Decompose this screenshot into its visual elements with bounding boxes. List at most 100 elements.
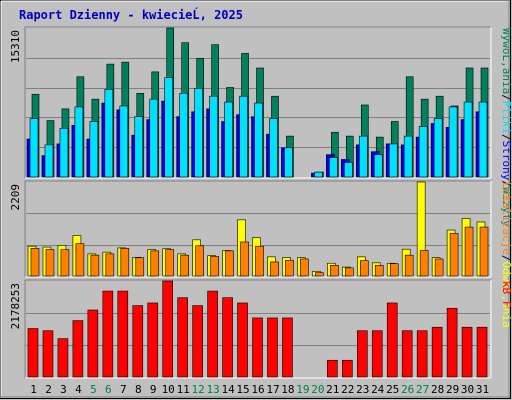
x-tick-label: 9 (150, 383, 157, 396)
kbf-bar (42, 330, 54, 378)
kbf-bar (27, 328, 39, 378)
locations-bar (210, 256, 219, 277)
legend-item: / (500, 94, 512, 101)
x-tick-label: 28 (431, 383, 444, 396)
x-tick-label: 14 (221, 383, 235, 396)
panel-2-ymax-label: 2209 (9, 184, 22, 211)
locations-bar (135, 257, 145, 277)
locations-bar (60, 249, 70, 277)
kbf-bar (102, 290, 114, 378)
kbf-bar (461, 326, 473, 378)
locations-bar (255, 245, 264, 277)
panel-2-legend: Lokalizacje/OdwoĹ‚ania (500, 182, 512, 328)
files-bar (164, 77, 174, 178)
legend-item: OdwoĹ‚ania (500, 261, 512, 327)
locations-bar (165, 249, 175, 277)
files-bar (329, 157, 338, 178)
chart-title: Raport Dzienny - kwiecieĹ‚ 2025 (19, 7, 243, 22)
kbf-bar (117, 290, 129, 378)
x-tick-label: 30 (461, 383, 474, 396)
x-tick-label: 20 (311, 383, 324, 396)
legend-item: / (500, 134, 512, 141)
x-tick-label: 15 (236, 383, 249, 396)
locations-bar (330, 265, 339, 277)
x-tick-label: 7 (120, 383, 127, 396)
files-bar (104, 89, 114, 178)
locations-bar (315, 272, 324, 277)
locations-bar (195, 245, 204, 277)
locations-bar (359, 260, 369, 277)
legend-item: Strony (500, 141, 512, 181)
locations-bar (75, 243, 85, 277)
x-tick-label: 11 (177, 383, 190, 396)
kbf-bar (162, 280, 174, 378)
locations-bar (270, 261, 279, 277)
files-bar (134, 116, 144, 178)
locations-bar (300, 258, 309, 277)
x-tick-label: 5 (90, 383, 97, 396)
kbf-bar (356, 330, 368, 378)
files-bar (418, 126, 428, 178)
files-bar (478, 101, 488, 178)
x-tick-label: 13 (206, 383, 219, 396)
files-bar (344, 162, 353, 178)
kbf-bar (327, 359, 338, 378)
x-tick-label: 1 (30, 383, 37, 396)
kbf-bar (282, 317, 293, 378)
kbf-bar (222, 297, 233, 378)
files-bar (239, 95, 248, 178)
panel-3-legend: kB F (500, 281, 512, 308)
kbf-bar (57, 338, 69, 378)
kbf-bar (476, 326, 488, 378)
kbf-bar (237, 302, 248, 378)
locations-bar (345, 267, 354, 277)
locations-bar (374, 265, 384, 277)
kbf-bar (386, 302, 398, 378)
locations-bar (105, 253, 115, 277)
locations-bar (45, 249, 55, 277)
files-bar (29, 118, 39, 178)
locations-bar (449, 233, 459, 277)
kbf-bar (192, 305, 203, 378)
legend-item: WywoĹ‚ania (500, 28, 512, 94)
x-tick-label: 2 (45, 383, 52, 396)
files-bar (194, 88, 203, 178)
kbf-bar (207, 290, 218, 378)
kbf-bar (401, 330, 413, 378)
files-bar (373, 154, 383, 178)
x-tick-label: 29 (446, 383, 459, 396)
legend-labels: WywoĹ‚ania/Pliki/Strony/WizytyLokalizacj… (500, 28, 512, 328)
files-bar (403, 135, 413, 178)
files-bar (254, 102, 263, 178)
x-tick-label: 23 (356, 383, 369, 396)
locations-bar (479, 226, 489, 277)
files-bar (433, 118, 443, 178)
x-tick-label: 3 (60, 383, 67, 396)
files-bar (463, 101, 473, 178)
files-bar (448, 106, 458, 178)
files-bar (89, 121, 99, 178)
kbf-bar (371, 330, 383, 378)
kbf-bar (252, 317, 263, 378)
legend-item: kB F (500, 281, 512, 308)
legend-item: / (500, 255, 512, 262)
bars-layer (26, 27, 489, 378)
x-tick-label: 22 (341, 383, 354, 396)
kbf-bar (342, 359, 353, 378)
files-bar (149, 98, 159, 178)
kbf-bar (267, 317, 278, 378)
x-tick-label: 4 (75, 383, 82, 396)
legend-item: Lokalizacje (500, 182, 512, 255)
locations-bar (225, 250, 234, 277)
files-bar (59, 128, 69, 178)
x-tick-label: 8 (135, 383, 142, 396)
panel-1-legend: WywoĹ‚ania/Pliki/Strony/Wizyty (500, 28, 512, 227)
x-tick-label: 16 (251, 383, 264, 396)
x-tick-label: 26 (401, 383, 414, 396)
locations-bar (434, 258, 444, 277)
kbf-bar (147, 302, 159, 378)
x-tick-label: 27 (416, 383, 429, 396)
x-tick-label: 21 (326, 383, 339, 396)
locations-bar (150, 250, 160, 277)
